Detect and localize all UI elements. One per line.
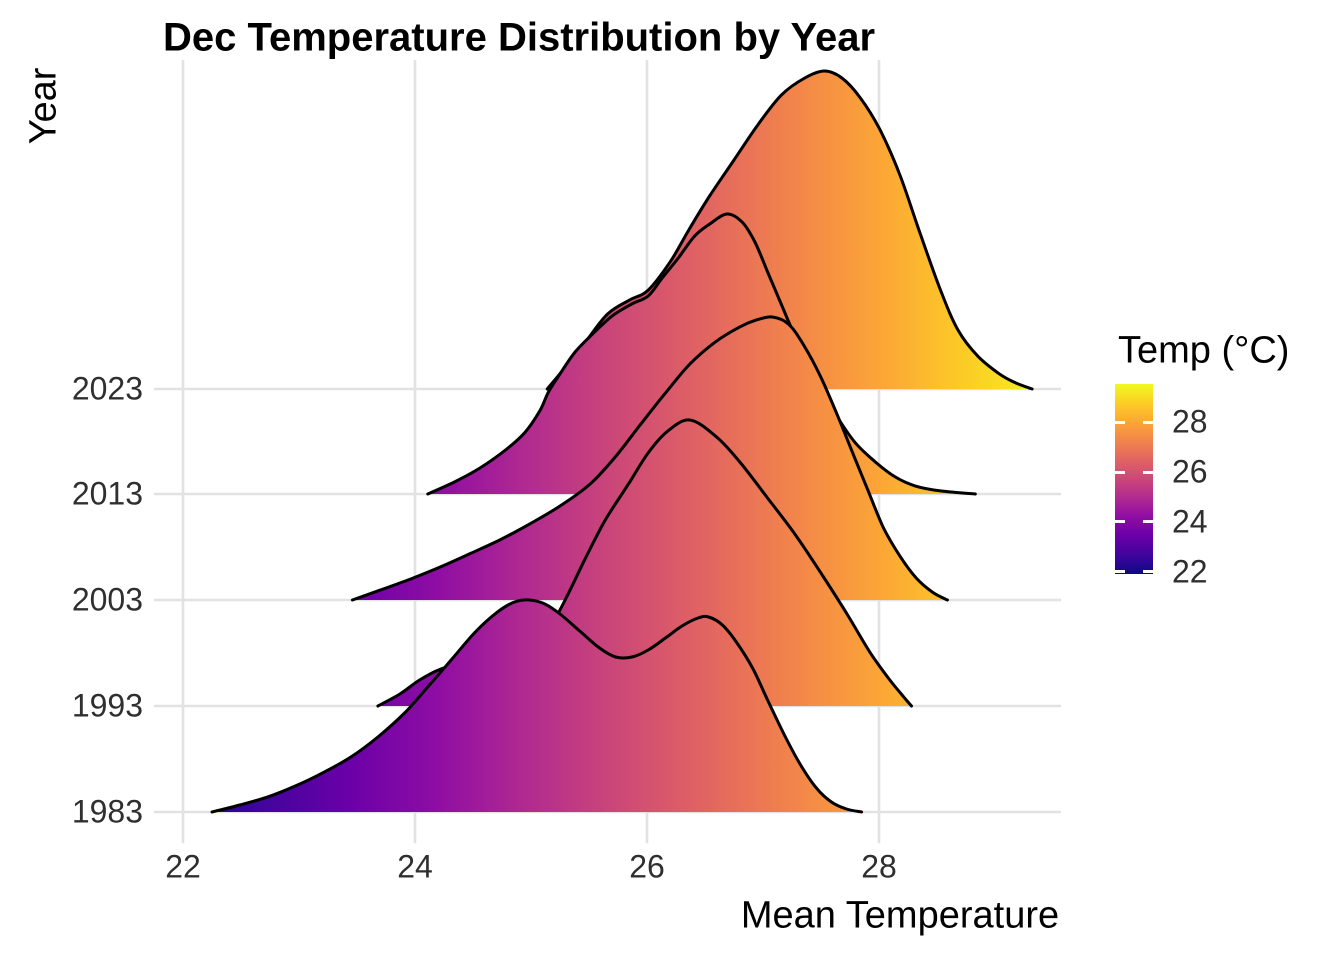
y-tick-label-2013: 2013 bbox=[71, 475, 143, 512]
legend-tick-label-26: 26 bbox=[1172, 453, 1208, 490]
y-tick-label-2023: 2023 bbox=[71, 370, 143, 407]
plot-title: Dec Temperature Distribution by Year bbox=[163, 15, 876, 60]
legend-bar-tick-28-left bbox=[1115, 420, 1125, 424]
ridge-outline-2003 bbox=[350, 315, 949, 602]
y-axis-title: Year bbox=[22, 67, 65, 145]
x-tick-label-28: 28 bbox=[861, 848, 897, 885]
legend-bar-tick-26-left bbox=[1115, 470, 1125, 474]
ridge-outline-2023 bbox=[545, 69, 1034, 391]
ridge-1983 bbox=[210, 598, 864, 814]
legend-tick-label-28: 28 bbox=[1172, 403, 1208, 440]
y-tick-label-1983: 1983 bbox=[71, 793, 143, 830]
x-tick-label-22: 22 bbox=[165, 848, 201, 885]
x-axis-title: Mean Temperature bbox=[740, 894, 1060, 937]
ridge-fill-1993 bbox=[377, 419, 912, 706]
legend-bar-tick-24-right bbox=[1143, 520, 1153, 524]
legend-bar-tick-22-right bbox=[1143, 570, 1153, 574]
x-tick-label-24: 24 bbox=[397, 848, 433, 885]
legend-tick-label-24: 24 bbox=[1172, 503, 1208, 540]
legend-bar-tick-28-right bbox=[1143, 420, 1153, 424]
legend-bar-tick-24-left bbox=[1115, 520, 1125, 524]
ridges bbox=[210, 69, 1034, 814]
y-tick-label-1993: 1993 bbox=[71, 687, 143, 724]
legend-title: Temp (°C) bbox=[1118, 329, 1290, 372]
y-tick-label-2003: 2003 bbox=[71, 581, 143, 618]
ridge-outline-1983 bbox=[210, 598, 864, 814]
legend-colorbar bbox=[1115, 384, 1153, 574]
x-tick-label-26: 26 bbox=[629, 848, 665, 885]
legend-bar-tick-26-right bbox=[1143, 470, 1153, 474]
legend-bar-tick-22-left bbox=[1115, 570, 1125, 574]
ridge-outline-2013 bbox=[426, 212, 977, 496]
legend-tick-label-22: 22 bbox=[1172, 553, 1208, 590]
ridge-fill-1983 bbox=[212, 599, 862, 812]
